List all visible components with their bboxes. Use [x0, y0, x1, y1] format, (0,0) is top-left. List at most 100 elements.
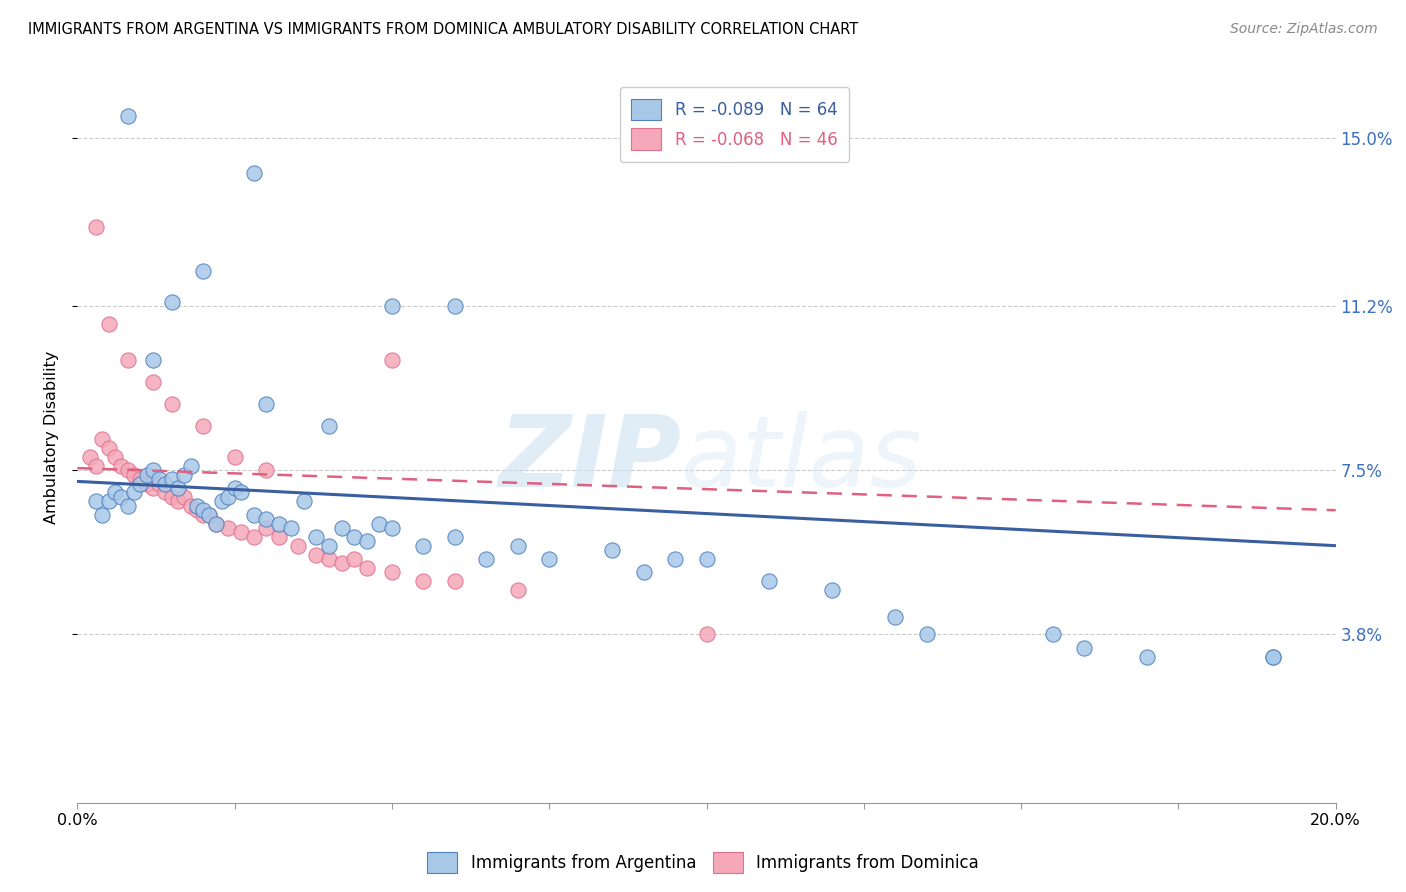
Point — [135, 476, 157, 491]
Point — [696, 552, 718, 566]
Point — [198, 508, 221, 522]
Point — [117, 499, 139, 513]
Text: IMMIGRANTS FROM ARGENTINA VS IMMIGRANTS FROM DOMINICA AMBULATORY DISABILITY CORR: IMMIGRANTS FROM ARGENTINA VS IMMIGRANTS … — [28, 22, 859, 37]
Point — [292, 494, 315, 508]
Point — [506, 539, 529, 553]
Point — [155, 476, 177, 491]
Point — [506, 582, 529, 597]
Point — [142, 375, 165, 389]
Point — [204, 516, 226, 531]
Point — [204, 516, 226, 531]
Text: Source: ZipAtlas.com: Source: ZipAtlas.com — [1230, 22, 1378, 37]
Point — [1042, 627, 1064, 641]
Point — [254, 397, 277, 411]
Point — [412, 574, 434, 589]
Point — [758, 574, 780, 589]
Point — [381, 299, 404, 313]
Point — [444, 299, 467, 313]
Point — [330, 557, 353, 571]
Point — [318, 539, 340, 553]
Legend: Immigrants from Argentina, Immigrants from Dominica: Immigrants from Argentina, Immigrants fr… — [420, 846, 986, 880]
Point — [84, 219, 107, 234]
Point — [122, 485, 145, 500]
Point — [97, 494, 120, 508]
Point — [254, 512, 277, 526]
Point — [356, 561, 378, 575]
Point — [696, 627, 718, 641]
Point — [381, 521, 404, 535]
Point — [160, 294, 183, 309]
Point — [356, 534, 378, 549]
Point — [538, 552, 561, 566]
Point — [664, 552, 686, 566]
Point — [84, 458, 107, 473]
Point — [305, 548, 328, 562]
Point — [475, 552, 498, 566]
Legend: R = -0.089   N = 64, R = -0.068   N = 46: R = -0.089 N = 64, R = -0.068 N = 46 — [620, 87, 849, 161]
Point — [381, 352, 404, 367]
Point — [330, 521, 353, 535]
Y-axis label: Ambulatory Disability: Ambulatory Disability — [44, 351, 59, 524]
Point — [217, 490, 239, 504]
Point — [148, 476, 170, 491]
Point — [104, 485, 127, 500]
Point — [160, 472, 183, 486]
Point — [129, 472, 152, 486]
Point — [148, 472, 170, 486]
Point — [117, 352, 139, 367]
Point — [104, 450, 127, 464]
Point — [191, 508, 215, 522]
Point — [180, 458, 202, 473]
Point — [412, 539, 434, 553]
Point — [191, 419, 215, 434]
Point — [191, 503, 215, 517]
Point — [180, 499, 202, 513]
Point — [173, 467, 195, 482]
Point — [160, 397, 183, 411]
Point — [305, 530, 328, 544]
Point — [1073, 640, 1095, 655]
Point — [254, 463, 277, 477]
Point — [633, 566, 655, 580]
Point — [318, 419, 340, 434]
Point — [91, 432, 114, 446]
Text: ZIP: ZIP — [498, 410, 682, 508]
Point — [191, 264, 215, 278]
Point — [821, 582, 844, 597]
Point — [135, 467, 157, 482]
Point — [229, 525, 252, 540]
Point — [267, 530, 290, 544]
Point — [160, 490, 183, 504]
Point — [122, 467, 145, 482]
Point — [142, 481, 165, 495]
Point — [142, 352, 165, 367]
Point — [224, 450, 246, 464]
Point — [280, 521, 302, 535]
Point — [915, 627, 938, 641]
Point — [79, 450, 101, 464]
Point — [173, 490, 195, 504]
Point — [167, 481, 190, 495]
Point — [242, 530, 264, 544]
Point — [444, 530, 467, 544]
Point — [884, 609, 907, 624]
Point — [155, 485, 177, 500]
Point — [600, 543, 623, 558]
Point — [444, 574, 467, 589]
Point — [318, 552, 340, 566]
Point — [343, 552, 366, 566]
Point — [1136, 649, 1159, 664]
Point — [287, 539, 309, 553]
Point — [91, 508, 114, 522]
Point — [110, 458, 132, 473]
Point — [142, 463, 165, 477]
Point — [1261, 649, 1284, 664]
Point — [110, 490, 132, 504]
Point — [224, 481, 246, 495]
Point — [242, 166, 264, 180]
Point — [97, 441, 120, 455]
Point — [186, 499, 208, 513]
Point — [343, 530, 366, 544]
Point — [254, 521, 277, 535]
Point — [381, 566, 404, 580]
